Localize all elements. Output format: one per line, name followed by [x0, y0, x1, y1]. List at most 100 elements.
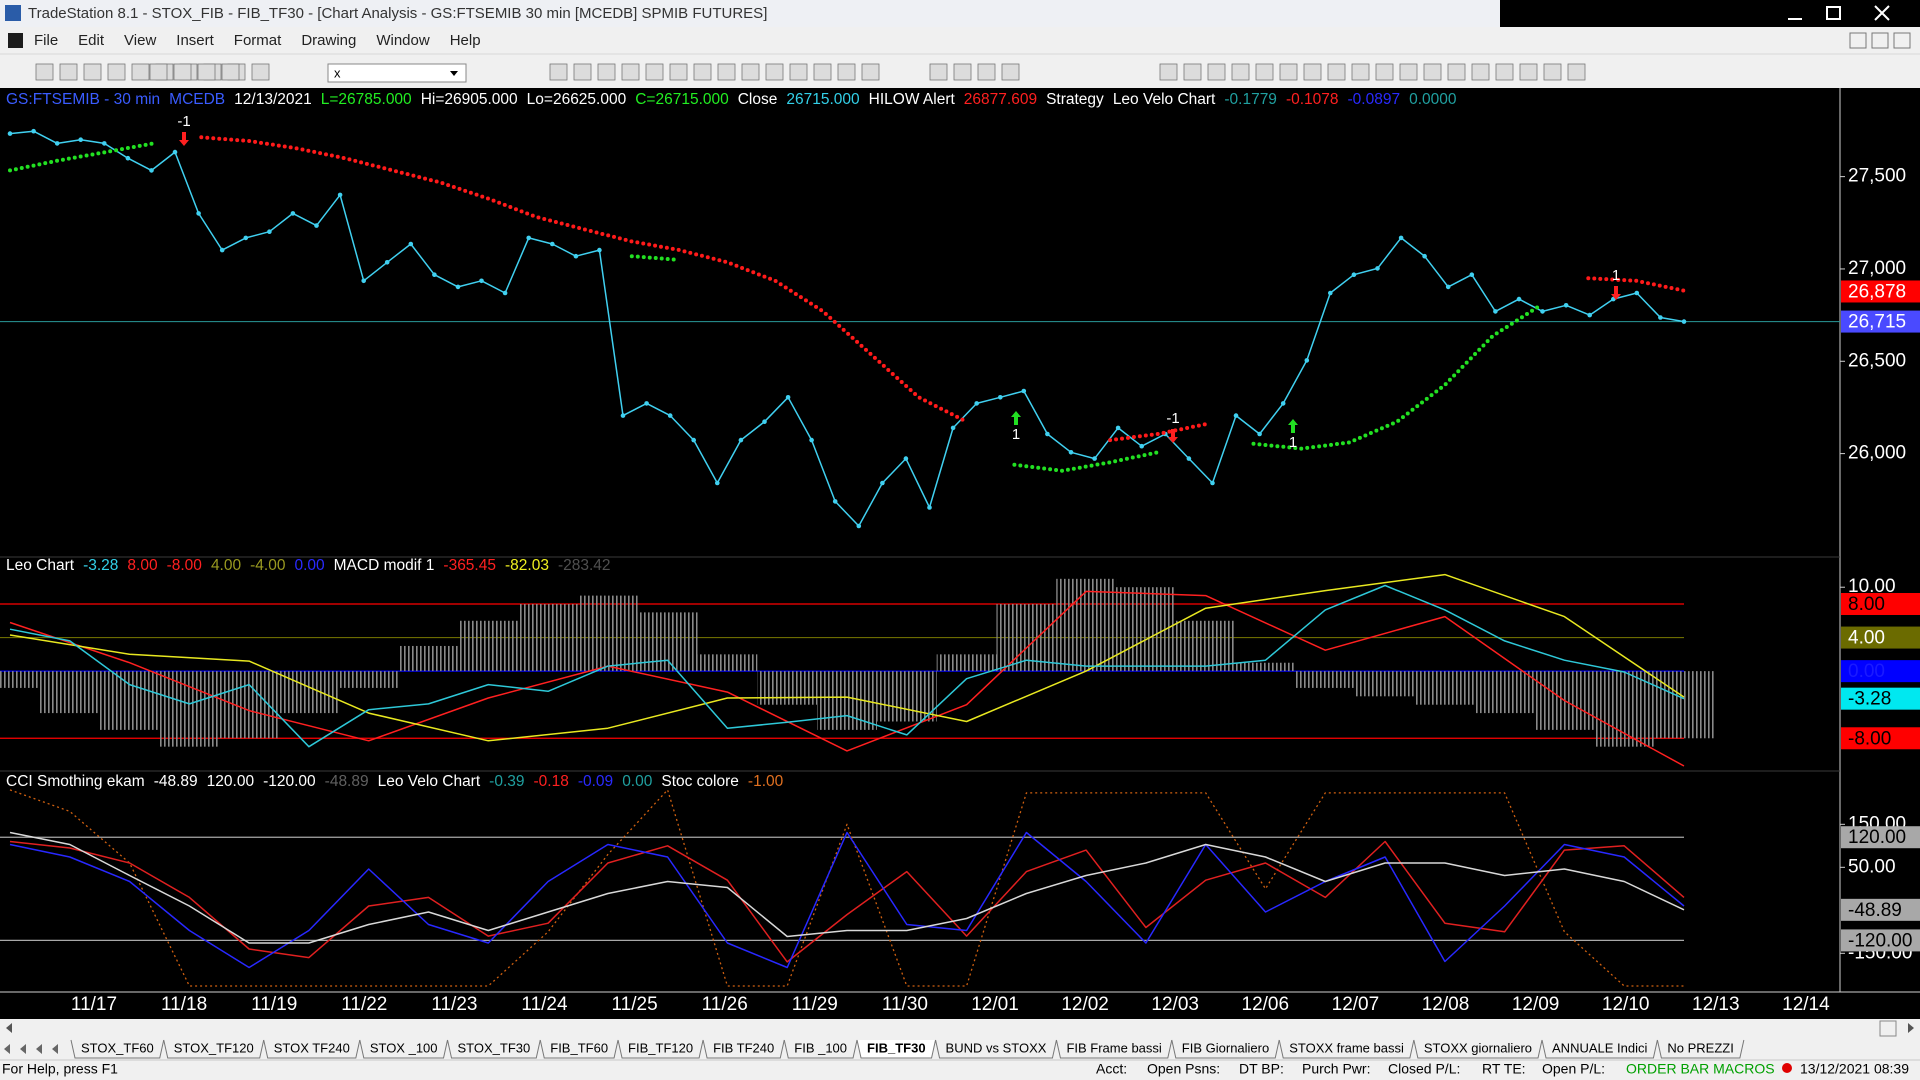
toolbar-button[interactable]	[717, 63, 736, 81]
toolbar-button[interactable]	[789, 63, 808, 81]
toolbar-button[interactable]	[131, 63, 150, 81]
toolbar-button[interactable]	[1183, 63, 1202, 81]
toolbar-button[interactable]	[1327, 63, 1346, 81]
tab-shape[interactable]	[856, 1039, 937, 1059]
toolbar-button[interactable]	[837, 63, 856, 81]
toolbar-button[interactable]	[1543, 63, 1562, 81]
toolbar-button[interactable]	[597, 63, 616, 81]
toolbar-button[interactable]	[83, 63, 102, 81]
tab-label[interactable]: No PREZZI	[1667, 1040, 1733, 1055]
tab[interactable]: FIB Frame bassi	[1055, 1039, 1173, 1059]
toolbar-button[interactable]	[1351, 63, 1370, 81]
tab[interactable]: FIB _100	[783, 1039, 858, 1059]
mdi-restore[interactable]	[1871, 32, 1889, 49]
close-button[interactable]	[1874, 5, 1890, 21]
tab-shape[interactable]	[935, 1039, 1057, 1059]
toolbar-button[interactable]	[741, 63, 760, 81]
toolbar-button[interactable]	[1399, 63, 1418, 81]
toolbar-button[interactable]	[1303, 63, 1322, 81]
tab[interactable]: FIB TF240	[702, 1039, 785, 1059]
tab-label[interactable]: FIB_TF120	[628, 1040, 693, 1055]
toolbar-button[interactable]	[1519, 63, 1538, 81]
toolbar-button[interactable]	[221, 63, 240, 81]
tab-label[interactable]: FIB Frame bassi	[1066, 1040, 1161, 1055]
tab-shape[interactable]	[163, 1039, 265, 1059]
symbol-combo-text[interactable]: x	[334, 65, 341, 80]
tab-label[interactable]: FIB Giornaliero	[1182, 1040, 1269, 1055]
tab-shape[interactable]	[1656, 1039, 1745, 1059]
toolbar-button[interactable]	[1207, 63, 1226, 81]
tab[interactable]: FIB_TF60	[539, 1039, 619, 1059]
toolbar-button[interactable]	[173, 63, 192, 81]
tab-label[interactable]: BUND vs STOXX	[946, 1040, 1047, 1055]
tab-label[interactable]: STOX_TF120	[174, 1040, 254, 1055]
mdi-min[interactable]	[1849, 32, 1867, 49]
mdi-close[interactable]	[1893, 32, 1911, 49]
tab[interactable]: FIB_TF30	[856, 1039, 937, 1059]
tab-nav[interactable]	[4, 1044, 58, 1054]
tab-shape[interactable]	[359, 1039, 449, 1059]
toolbar-button[interactable]	[549, 63, 568, 81]
tab-shape[interactable]	[70, 1039, 165, 1059]
toolbar-button[interactable]	[1279, 63, 1298, 81]
toolbar-button[interactable]	[1495, 63, 1514, 81]
toolbar-button[interactable]	[693, 63, 712, 81]
toolbar-button[interactable]	[765, 63, 784, 81]
tab-label[interactable]: ANNUALE Indici	[1552, 1040, 1647, 1055]
tab-label[interactable]: FIB_TF60	[550, 1040, 608, 1055]
h-scrollbar[interactable]	[0, 1019, 1920, 1038]
tab[interactable]: No PREZZI	[1656, 1039, 1745, 1059]
menu-item[interactable]: File	[34, 32, 58, 49]
toolbar-button[interactable]	[645, 63, 664, 81]
tab[interactable]: STOXX giornaliero	[1413, 1039, 1543, 1059]
toolbar-button[interactable]	[1001, 63, 1020, 81]
menu-item[interactable]: Format	[234, 32, 282, 49]
tab[interactable]: FIB Giornaliero	[1171, 1039, 1280, 1059]
toolbar-button[interactable]	[669, 63, 688, 81]
toolbar-button[interactable]	[953, 63, 972, 81]
toolbar-button[interactable]	[621, 63, 640, 81]
tab-shape[interactable]	[539, 1039, 619, 1059]
toolbar-button[interactable]	[59, 63, 78, 81]
tab-shape[interactable]	[1171, 1039, 1280, 1059]
toolbar-button[interactable]	[1447, 63, 1466, 81]
scroll-box[interactable]	[1879, 1020, 1897, 1037]
tab-shape[interactable]	[263, 1039, 361, 1059]
restore-button[interactable]	[1826, 6, 1841, 20]
tab[interactable]: STOX _100	[359, 1039, 449, 1059]
tab-shape[interactable]	[1278, 1039, 1415, 1059]
menu-item[interactable]: Drawing	[301, 32, 356, 49]
toolbar-button[interactable]	[813, 63, 832, 81]
tab[interactable]: STOX_TF60	[70, 1039, 165, 1059]
toolbar-button[interactable]	[1567, 63, 1586, 81]
tab-shape[interactable]	[1541, 1039, 1658, 1059]
toolbar-button[interactable]	[573, 63, 592, 81]
tab[interactable]: STOX_TF120	[163, 1039, 265, 1059]
tab-shape[interactable]	[1055, 1039, 1173, 1059]
symbol-combo[interactable]	[327, 63, 467, 83]
tab-label[interactable]: FIB TF240	[713, 1040, 774, 1055]
tab-label[interactable]: STOX_TF60	[81, 1040, 154, 1055]
tab[interactable]: FIB_TF120	[617, 1039, 704, 1059]
tab-label[interactable]: STOXX frame bassi	[1289, 1040, 1404, 1055]
menu-item[interactable]: View	[124, 32, 156, 49]
tab[interactable]: BUND vs STOXX	[935, 1039, 1057, 1059]
toolbar-button[interactable]	[929, 63, 948, 81]
toolbar-button[interactable]	[251, 63, 270, 81]
tab-label[interactable]: STOX _100	[370, 1040, 438, 1055]
toolbar-button[interactable]	[861, 63, 880, 81]
tab-shape[interactable]	[447, 1039, 541, 1059]
tab-shape[interactable]	[783, 1039, 858, 1059]
tab-label[interactable]: FIB _100	[794, 1040, 847, 1055]
tab-shape[interactable]	[1413, 1039, 1543, 1059]
toolbar-button[interactable]	[35, 63, 54, 81]
toolbar-button[interactable]	[197, 63, 216, 81]
toolbar-button[interactable]	[1423, 63, 1442, 81]
tab-shape[interactable]	[617, 1039, 704, 1059]
tab-label[interactable]: STOX_TF30	[458, 1040, 531, 1055]
tab-shape[interactable]	[702, 1039, 785, 1059]
toolbar-button[interactable]	[1471, 63, 1490, 81]
tab[interactable]: STOXX frame bassi	[1278, 1039, 1415, 1059]
toolbar-button[interactable]	[977, 63, 996, 81]
tab[interactable]: ANNUALE Indici	[1541, 1039, 1658, 1059]
